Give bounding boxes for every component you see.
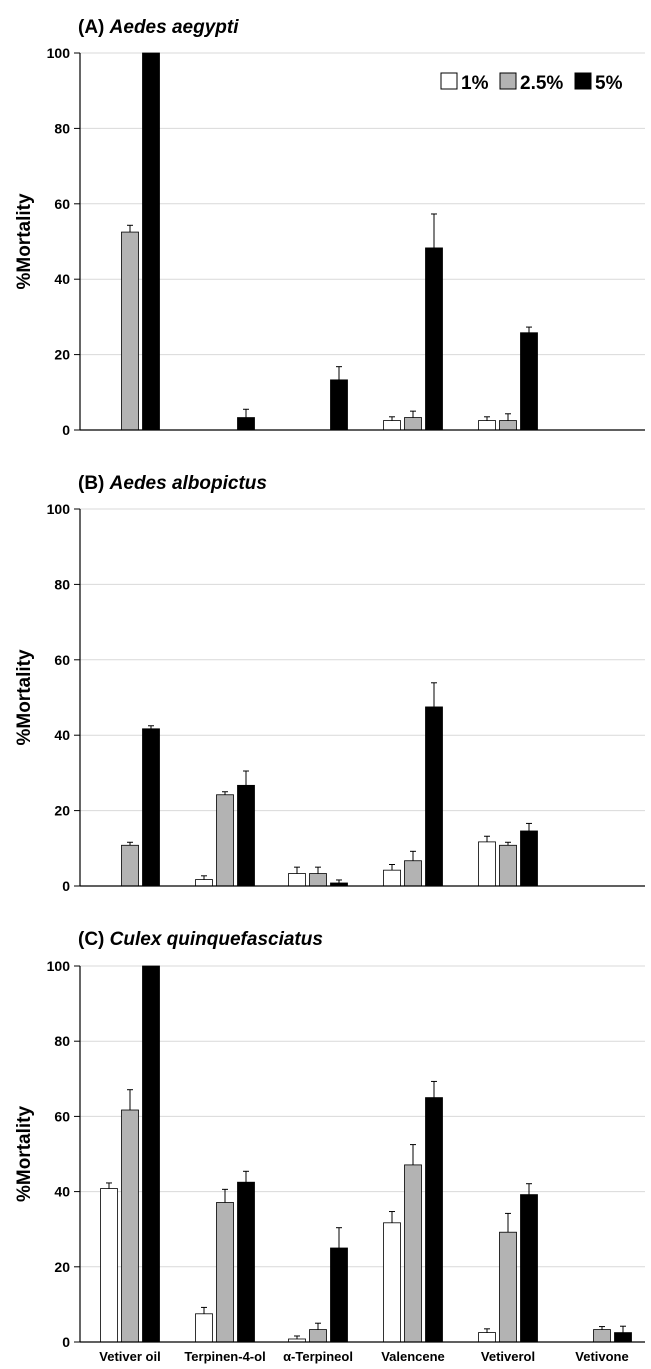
bar-terpinen-4-ol-5pct: [237, 417, 255, 431]
panel-title-label: (B): [78, 473, 110, 494]
bar-vetiver-oil-1pct: [100, 1188, 118, 1343]
bar-vetiverol-5pct: [520, 332, 538, 431]
bar-vetiver-oil-2.5pct: [121, 844, 139, 887]
bar-valencene-5pct: [425, 706, 443, 887]
x-tick-label: Valencene: [381, 1349, 445, 1364]
panel-1: (A) Aedes aegypti 0 20 40 60 80 100 %Mortality 1…: [14, 17, 645, 438]
y-tick-label: 20: [54, 347, 70, 363]
bar-valencene-2.5pct: [404, 860, 422, 887]
y-tick-label: 60: [54, 652, 70, 668]
bar-valencene-1pct: [383, 420, 401, 431]
bar--terpineol-2.5pct: [309, 873, 327, 887]
bar-vetiverol-1pct: [478, 1332, 496, 1343]
bar-vetiver-oil-5pct: [142, 965, 160, 1343]
bar--terpineol-2.5pct: [309, 1329, 327, 1343]
bar-terpinen-4-ol-1pct: [195, 1313, 213, 1343]
legend: 1% 2.5% 5%: [440, 72, 623, 94]
bar-vetivone-2.5pct: [593, 1329, 611, 1343]
y-axis-label: %Mortality: [14, 193, 35, 290]
y-tick-label: 40: [54, 271, 70, 287]
bar--terpineol-5pct: [330, 1247, 348, 1343]
x-tick-label: Terpinen-4-ol: [184, 1349, 265, 1364]
bar-valencene-2.5pct: [404, 417, 422, 431]
bar-terpinen-4-ol-2.5pct: [216, 794, 234, 887]
bar-vetiver-oil-5pct: [142, 728, 160, 887]
y-tick-label: 80: [54, 120, 70, 136]
panel-title-species: Culex quinquefasciatus: [110, 929, 323, 950]
x-tick-label: Vetivone: [575, 1349, 628, 1364]
y-tick-label: 20: [54, 1259, 70, 1275]
y-tick-label: 0: [62, 1334, 70, 1350]
bar--terpineol-1pct: [288, 873, 306, 887]
bar-vetiverol-1pct: [478, 420, 496, 431]
panel-title-species: Aedes albopictus: [109, 473, 267, 494]
panel-3: (C) Culex quinquefasciatus 0 20 40 60 80 100 %M…: [14, 929, 645, 1364]
legend-swatch: [574, 72, 592, 90]
y-tick-label: 100: [47, 501, 71, 517]
y-tick-label: 40: [54, 1184, 70, 1200]
bar--terpineol-5pct: [330, 379, 348, 431]
bar-vetiver-oil-5pct: [142, 52, 160, 431]
bar-valencene-1pct: [383, 1222, 401, 1343]
y-tick-label: 80: [54, 576, 70, 592]
bar-vetiverol-2.5pct: [499, 844, 517, 887]
y-tick-label: 100: [47, 958, 71, 974]
legend-label: 1%: [461, 73, 489, 94]
legend-label: 5%: [595, 73, 623, 94]
x-tick-label: Vetiver oil: [99, 1349, 160, 1364]
y-axis-label: %Mortality: [14, 1106, 35, 1203]
bar-terpinen-4-ol-5pct: [237, 1181, 255, 1343]
y-tick-label: 0: [62, 422, 70, 438]
x-tick-label: α-Terpineol: [283, 1349, 353, 1364]
y-tick-label: 60: [54, 1108, 70, 1124]
bar-vetiverol-1pct: [478, 841, 496, 887]
bar-terpinen-4-ol-1pct: [195, 879, 213, 887]
panel-title: (A) Aedes aegypti: [78, 17, 239, 38]
panel-title: (C) Culex quinquefasciatus: [78, 929, 323, 950]
y-tick-label: 60: [54, 196, 70, 212]
bar-valencene-1pct: [383, 869, 401, 887]
bar-valencene-2.5pct: [404, 1164, 422, 1343]
y-tick-label: 100: [47, 45, 71, 61]
legend-swatch: [440, 72, 458, 90]
bar-vetiverol-2.5pct: [499, 1231, 517, 1343]
panel-2: (B) Aedes albopictus 0 20 40 60 80 100 %Mortali…: [14, 473, 645, 894]
y-axis-label: %Mortality: [14, 649, 35, 746]
panel-title-species: Aedes aegypti: [109, 17, 240, 38]
y-tick-label: 40: [54, 727, 70, 743]
legend-swatch: [499, 72, 517, 90]
y-tick-label: 20: [54, 803, 70, 819]
bar-valencene-5pct: [425, 247, 443, 431]
panel-title-label: (A): [78, 17, 110, 38]
y-tick-label: 80: [54, 1033, 70, 1049]
legend-label: 2.5%: [520, 73, 563, 94]
bar-vetivone-5pct: [614, 1332, 632, 1343]
bar-vetiver-oil-2.5pct: [121, 1109, 139, 1343]
bar-vetiverol-5pct: [520, 830, 538, 887]
panel-title: (B) Aedes albopictus: [78, 473, 267, 494]
panel-title-label: (C): [78, 929, 110, 950]
bar-terpinen-4-ol-5pct: [237, 784, 255, 887]
x-tick-label: Vetiverol: [481, 1349, 535, 1364]
bar-vetiver-oil-2.5pct: [121, 231, 139, 431]
y-tick-label: 0: [62, 878, 70, 894]
bar-vetiverol-2.5pct: [499, 420, 517, 431]
bar-valencene-5pct: [425, 1097, 443, 1343]
bar-vetiverol-5pct: [520, 1194, 538, 1343]
bar-terpinen-4-ol-2.5pct: [216, 1202, 234, 1343]
